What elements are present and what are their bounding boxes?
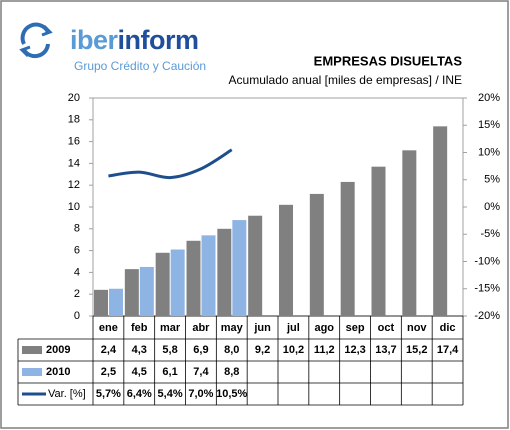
table-cell: 10,2 bbox=[283, 344, 304, 356]
chart-subtitle: Acumulado anual [miles de empresas] / IN… bbox=[229, 73, 462, 87]
line-series bbox=[108, 148, 233, 180]
legend-swatch bbox=[22, 346, 42, 354]
y-tick-label: 12 bbox=[68, 179, 80, 191]
y-tick-label: 2 bbox=[74, 288, 80, 300]
legend-label: 2010 bbox=[46, 366, 70, 378]
table-cell: 8,0 bbox=[224, 344, 239, 356]
x-tick-label: ene bbox=[99, 322, 118, 334]
y2-tick-label: -5% bbox=[480, 228, 500, 240]
y2-tick-label: 10% bbox=[478, 146, 500, 158]
x-tick-label: oct bbox=[378, 322, 395, 334]
bar bbox=[201, 235, 216, 316]
table-cell: 7,0% bbox=[188, 388, 213, 400]
bar bbox=[124, 269, 139, 316]
table-cell: 13,7 bbox=[375, 344, 396, 356]
y2-tick-label: -15% bbox=[474, 283, 500, 295]
legend-label: Var. [%] bbox=[48, 388, 86, 400]
y2-tick-label: -20% bbox=[474, 310, 500, 322]
y-tick-label: 20 bbox=[68, 92, 80, 104]
table-cell: 10,5% bbox=[216, 388, 247, 400]
y2-tick-label: 20% bbox=[478, 92, 500, 104]
logo-name: iberinform bbox=[70, 25, 199, 55]
bar bbox=[94, 289, 108, 316]
bar bbox=[186, 240, 201, 316]
x-tick-label: jun bbox=[253, 322, 271, 334]
y-tick-label: 0 bbox=[74, 310, 80, 322]
y-tick-label: 4 bbox=[74, 266, 80, 278]
table-cell: 2,5 bbox=[101, 366, 116, 378]
table-cell: 2,4 bbox=[101, 344, 117, 356]
bar bbox=[248, 215, 263, 316]
logo-part: inform bbox=[118, 25, 199, 55]
chart-title: EMPRESAS DISUELTAS bbox=[314, 53, 463, 68]
y-tick-label: 18 bbox=[68, 114, 80, 126]
bar bbox=[139, 266, 154, 316]
y-tick-label: 6 bbox=[74, 245, 80, 257]
x-tick-label: nov bbox=[407, 322, 427, 334]
bar bbox=[371, 166, 386, 316]
table-cell: 5,7% bbox=[96, 388, 121, 400]
bar bbox=[340, 181, 355, 316]
bar bbox=[402, 150, 417, 316]
table-cell: 5,4% bbox=[158, 388, 183, 400]
x-tick-label: sep bbox=[346, 322, 365, 334]
bar bbox=[232, 220, 247, 316]
table-cell: 5,8 bbox=[162, 344, 177, 356]
table-cell: 4,5 bbox=[132, 366, 147, 378]
y-tick-label: 16 bbox=[68, 136, 80, 148]
y2-tick-label: 5% bbox=[484, 174, 500, 186]
y-tick-label: 10 bbox=[68, 201, 80, 213]
x-tick-label: feb bbox=[131, 322, 148, 334]
y-tick-label: 14 bbox=[68, 157, 80, 169]
bar bbox=[155, 252, 170, 316]
legend-label: 2009 bbox=[46, 344, 70, 356]
bar bbox=[309, 193, 324, 316]
x-tick-label: jul bbox=[286, 322, 300, 334]
bar bbox=[217, 228, 232, 316]
y2-tick-label: 15% bbox=[478, 119, 500, 131]
x-tick-label: mar bbox=[160, 322, 181, 334]
table-cell: 17,4 bbox=[437, 344, 459, 356]
x-tick-label: abr bbox=[192, 322, 210, 334]
y2-tick-label: 0% bbox=[484, 201, 500, 213]
table-cell: 9,2 bbox=[255, 344, 270, 356]
bar bbox=[170, 249, 185, 316]
table-cell: 11,2 bbox=[314, 344, 335, 356]
table-cell: 15,2 bbox=[406, 344, 427, 356]
table-cell: 4,3 bbox=[132, 344, 147, 356]
y-tick-label: 8 bbox=[74, 223, 80, 235]
logo-tagline: Grupo Crédito y Caución bbox=[74, 59, 206, 73]
table-cell: 6,1 bbox=[162, 366, 177, 378]
legend-swatch bbox=[22, 368, 42, 376]
table-cell: 6,4% bbox=[127, 388, 152, 400]
bar bbox=[279, 204, 293, 316]
table-cell: 7,4 bbox=[193, 366, 209, 378]
table-cell: 6,9 bbox=[193, 344, 208, 356]
table-cell: 8,8 bbox=[224, 366, 239, 378]
logo-part: iber bbox=[70, 25, 119, 55]
x-tick-label: may bbox=[221, 322, 244, 334]
bar bbox=[109, 288, 123, 316]
x-tick-label: dic bbox=[440, 322, 456, 334]
table-cell: 12,3 bbox=[344, 344, 365, 356]
x-tick-label: ago bbox=[314, 322, 334, 334]
y2-tick-label: -10% bbox=[474, 255, 500, 267]
bar bbox=[433, 126, 448, 316]
logo-icon bbox=[19, 22, 53, 59]
